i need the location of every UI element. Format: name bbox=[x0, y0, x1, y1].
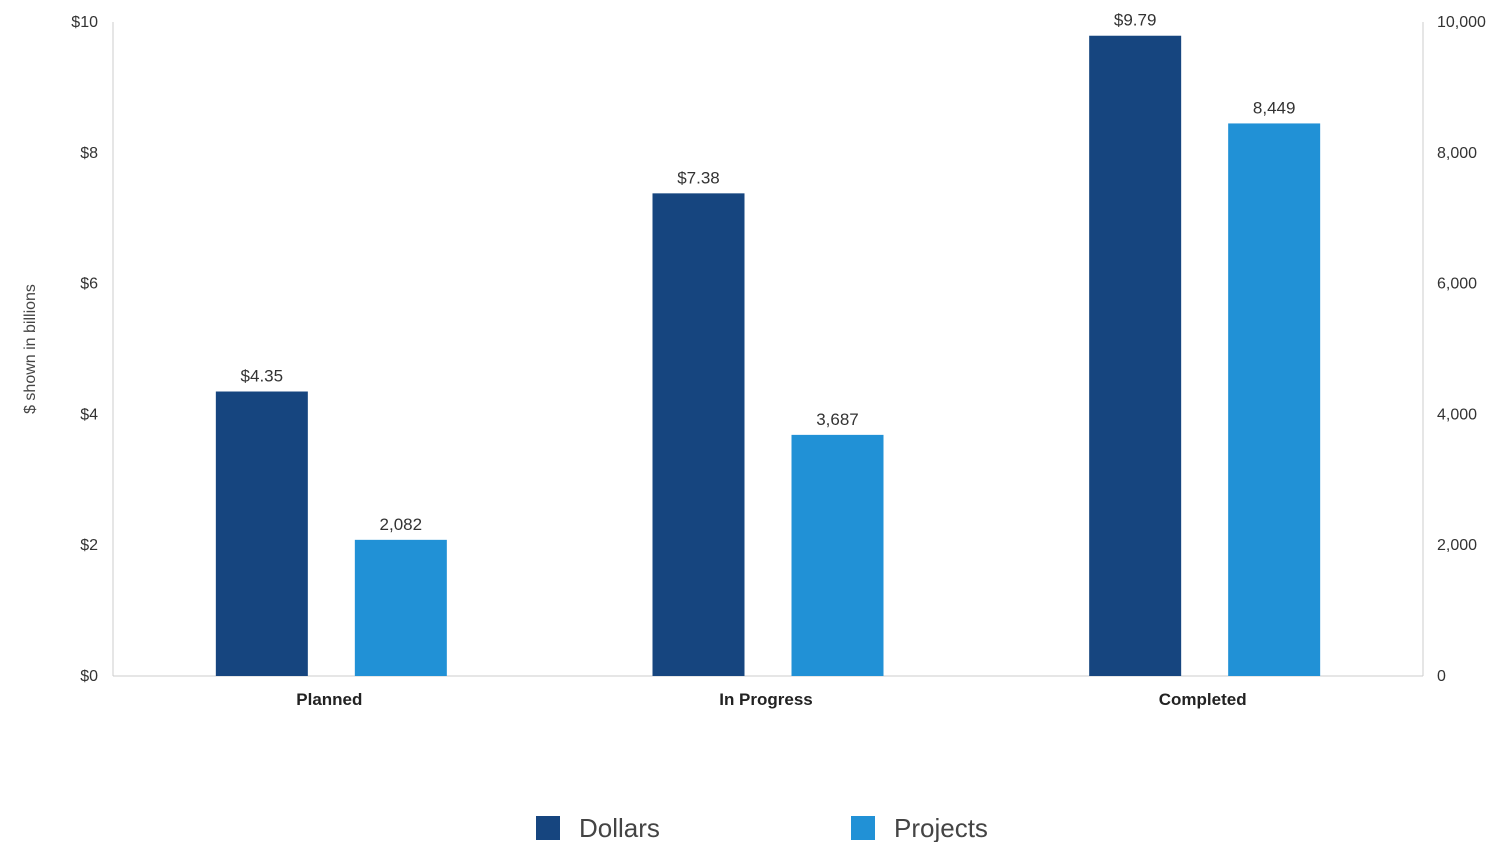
y-tick-label-right: 0 bbox=[1437, 668, 1446, 685]
bar-projects-planned bbox=[354, 539, 447, 676]
y-tick-label-left: $6 bbox=[80, 276, 98, 293]
bar-projects-in-progress bbox=[791, 434, 884, 676]
data-label: 3,687 bbox=[816, 410, 859, 429]
bars bbox=[215, 35, 1321, 676]
data-label: $7.38 bbox=[677, 168, 720, 187]
y-tick-label-right: 10,000 bbox=[1437, 14, 1486, 31]
y-axis-title: $ shown in billions bbox=[22, 284, 39, 414]
data-labels: $4.35 2,082 Planned $7.38 3,687 In Progress $9… bbox=[241, 11, 1296, 709]
data-label: $4.35 bbox=[241, 367, 284, 386]
legend-label-projects: Projects bbox=[894, 813, 988, 842]
y-tick-label-left: $0 bbox=[80, 668, 98, 685]
y-tick-label-right: 8,000 bbox=[1437, 145, 1477, 162]
y-tick-label-right: 6,000 bbox=[1437, 276, 1477, 293]
bar-dollars-in-progress bbox=[652, 193, 745, 676]
legend-label-dollars: Dollars bbox=[579, 813, 660, 842]
data-label: 2,082 bbox=[380, 515, 423, 534]
data-label: 8,449 bbox=[1253, 98, 1296, 117]
y-tick-label-left: $8 bbox=[80, 145, 98, 162]
data-label: $9.79 bbox=[1114, 11, 1157, 30]
x-category-label: Completed bbox=[1159, 690, 1247, 709]
bar-projects-completed bbox=[1228, 123, 1321, 676]
bar-dollars-planned bbox=[215, 391, 308, 676]
y-tick-label-left: $4 bbox=[80, 406, 98, 423]
y-tick-label-right: 4,000 bbox=[1437, 406, 1477, 423]
x-category-label: Planned bbox=[296, 690, 362, 709]
y-tick-label-right: 2,000 bbox=[1437, 537, 1477, 554]
axes: $0 $2 $4 $6 $8 $10 0 2,000 4,000 6,000 8,000 10,000… bbox=[22, 14, 1486, 685]
y-tick-label-left: $10 bbox=[71, 14, 98, 31]
bar-dollars-completed bbox=[1089, 35, 1182, 676]
x-category-label: In Progress bbox=[719, 690, 813, 709]
legend-swatch-dollars bbox=[536, 816, 560, 840]
y-tick-label-left: $2 bbox=[80, 537, 98, 554]
legend: Dollars Projects bbox=[536, 813, 988, 842]
legend-swatch-projects bbox=[851, 816, 875, 840]
